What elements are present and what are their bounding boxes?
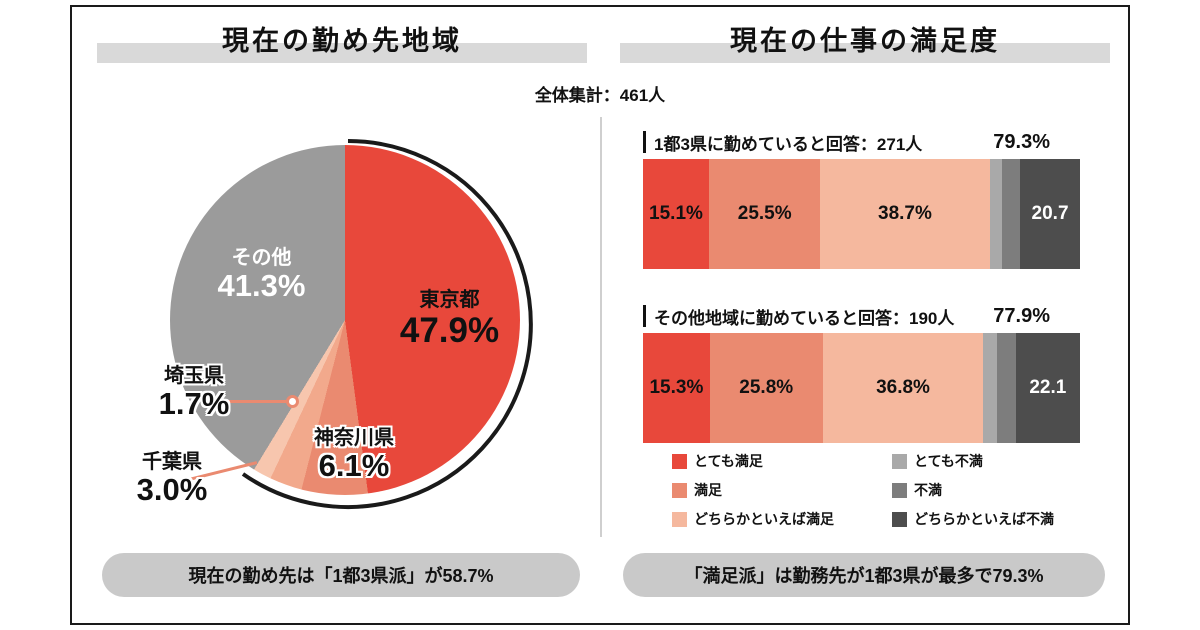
pie-label-other-value: 41.3% [217,268,306,304]
left-caption-pill: 現在の勤め先は「1都3県派」が58.7% [102,553,580,597]
bar-group-label: その他地域に勤めていると回答：190人 [654,308,955,328]
pie-label-saitama-name: 埼玉県 [164,365,224,387]
pie-label-saitama: 埼玉県 1.7% [130,365,258,422]
bar-segment-label: 22.1 [1029,377,1067,398]
legend-item: どちらかといえば満足 [672,509,834,529]
bar-group-header: その他地域に勤めていると回答：190人 77.9% [643,303,1080,329]
legend-col-satisfied: とても満足満足どちらかといえば満足 [672,451,834,529]
saitama-leader-dot [286,395,299,408]
chart-legend: とても満足満足どちらかといえば満足 とても不満不満どちらかといえば不満 [672,451,1054,529]
legend-item: どちらかといえば不満 [892,509,1054,529]
legend-item: とても不満 [892,451,1054,471]
legend-label: 満足 [694,482,722,498]
right-caption-text: 「満足派」は勤務先が1都3県が最多で79.3% [684,566,1044,586]
bar-segment-label: 15.1% [649,203,703,224]
left-chart-title: 現在の勤め先地域 [222,26,462,56]
bar-segment: 15.3% [643,333,710,443]
bar-group-other-area: その他地域に勤めていると回答：190人 77.9% 15.3% 25.8% 36.8… [643,303,1080,443]
right-title-highlight [620,43,1110,63]
pie-label-other: その他 41.3% [184,247,339,304]
bar-segment [983,333,997,443]
right-chart-title: 現在の仕事の満足度 [730,26,1000,56]
bar-group-satisfied-total: 77.9% [993,304,1050,327]
legend-swatch [672,453,687,469]
pie-label-other-name: その他 [231,247,292,269]
bar-segment: 15.1% [643,159,709,269]
bar-segment: 20.7 [1020,159,1080,269]
legend-label: とても満足 [694,453,763,469]
total-count-label: 全体集計：461人 [534,86,666,105]
legend-label: どちらかといえば満足 [694,511,834,527]
bar-segment: 25.5% [708,159,821,269]
right-title-block: 現在の仕事の満足度 [620,19,1110,65]
bar-segment [1001,159,1021,269]
legend-label: とても不満 [914,453,983,469]
pie-label-chiba: 千葉県 3.0% [108,451,236,508]
bar-segment-label: 20.7 [1031,203,1069,224]
pie-label-kanagawa: 神奈川県 6.1% [283,427,425,484]
bar-group-satisfied-total: 79.3% [993,130,1050,153]
bar-group-header: 1都3県に勤めていると回答：271人 79.3% [643,129,1080,155]
left-caption-text: 現在の勤め先は「1都3県派」が58.7% [188,566,494,586]
legend-item: 不満 [892,480,1054,500]
bar-segment [989,159,1002,269]
pie-label-chiba-name: 千葉県 [142,451,202,473]
pie-label-kanagawa-value: 6.1% [318,448,390,484]
bar-group-tokyo-area: 1都3県に勤めていると回答：271人 79.3% 15.1% 25.5% 38.7%… [643,129,1080,269]
right-caption-pill: 「満足派」は勤務先が1都3県が最多で79.3% [623,553,1105,597]
bar-segment-label: 15.3% [649,377,704,398]
vertical-divider [600,117,602,537]
bar-group-tick [643,305,646,327]
pie-label-tokyo: 東京都 47.9% [367,289,532,351]
bar-segment-label: 38.7% [878,203,932,224]
bar-segment: 25.8% [709,333,823,443]
bar-segment: 36.8% [822,333,984,443]
legend-swatch [672,511,687,527]
survey-card: 現在の勤め先地域 現在の仕事の満足度 全体集計：461人 その他 41.3% 東… [70,5,1130,625]
legend-item: とても満足 [672,451,834,471]
left-title-highlight [97,43,587,63]
stacked-bar: 15.1% 25.5% 38.7% 20.7 [643,159,1080,269]
pie-label-tokyo-value: 47.9% [399,311,500,351]
pie-label-tokyo-name: 東京都 [419,289,480,311]
legend-swatch [892,511,907,527]
legend-swatch [892,482,907,498]
bar-segment [996,333,1016,443]
bar-segment-label: 25.5% [737,203,792,224]
legend-label: 不満 [914,482,942,498]
bar-segment: 38.7% [820,159,990,269]
bar-segment: 22.1 [1015,333,1080,443]
bar-group-tick [643,131,646,153]
legend-col-dissatisfied: とても不満不満どちらかといえば不満 [892,451,1054,529]
legend-item: 満足 [672,480,834,500]
left-title-block: 現在の勤め先地域 [97,19,587,65]
stacked-bar: 15.3% 25.8% 36.8% 22.1 [643,333,1080,443]
bar-segment-label: 36.8% [876,377,930,398]
legend-label: どちらかといえば不満 [914,511,1054,527]
legend-swatch [672,482,687,498]
pie-label-chiba-value: 3.0% [136,472,208,508]
legend-swatch [892,453,907,469]
pie-label-kanagawa-name: 神奈川県 [314,427,394,449]
bar-segment-label: 25.8% [739,377,794,398]
pie-label-saitama-value: 1.7% [158,386,230,422]
bar-group-label: 1都3県に勤めていると回答：271人 [654,134,923,154]
